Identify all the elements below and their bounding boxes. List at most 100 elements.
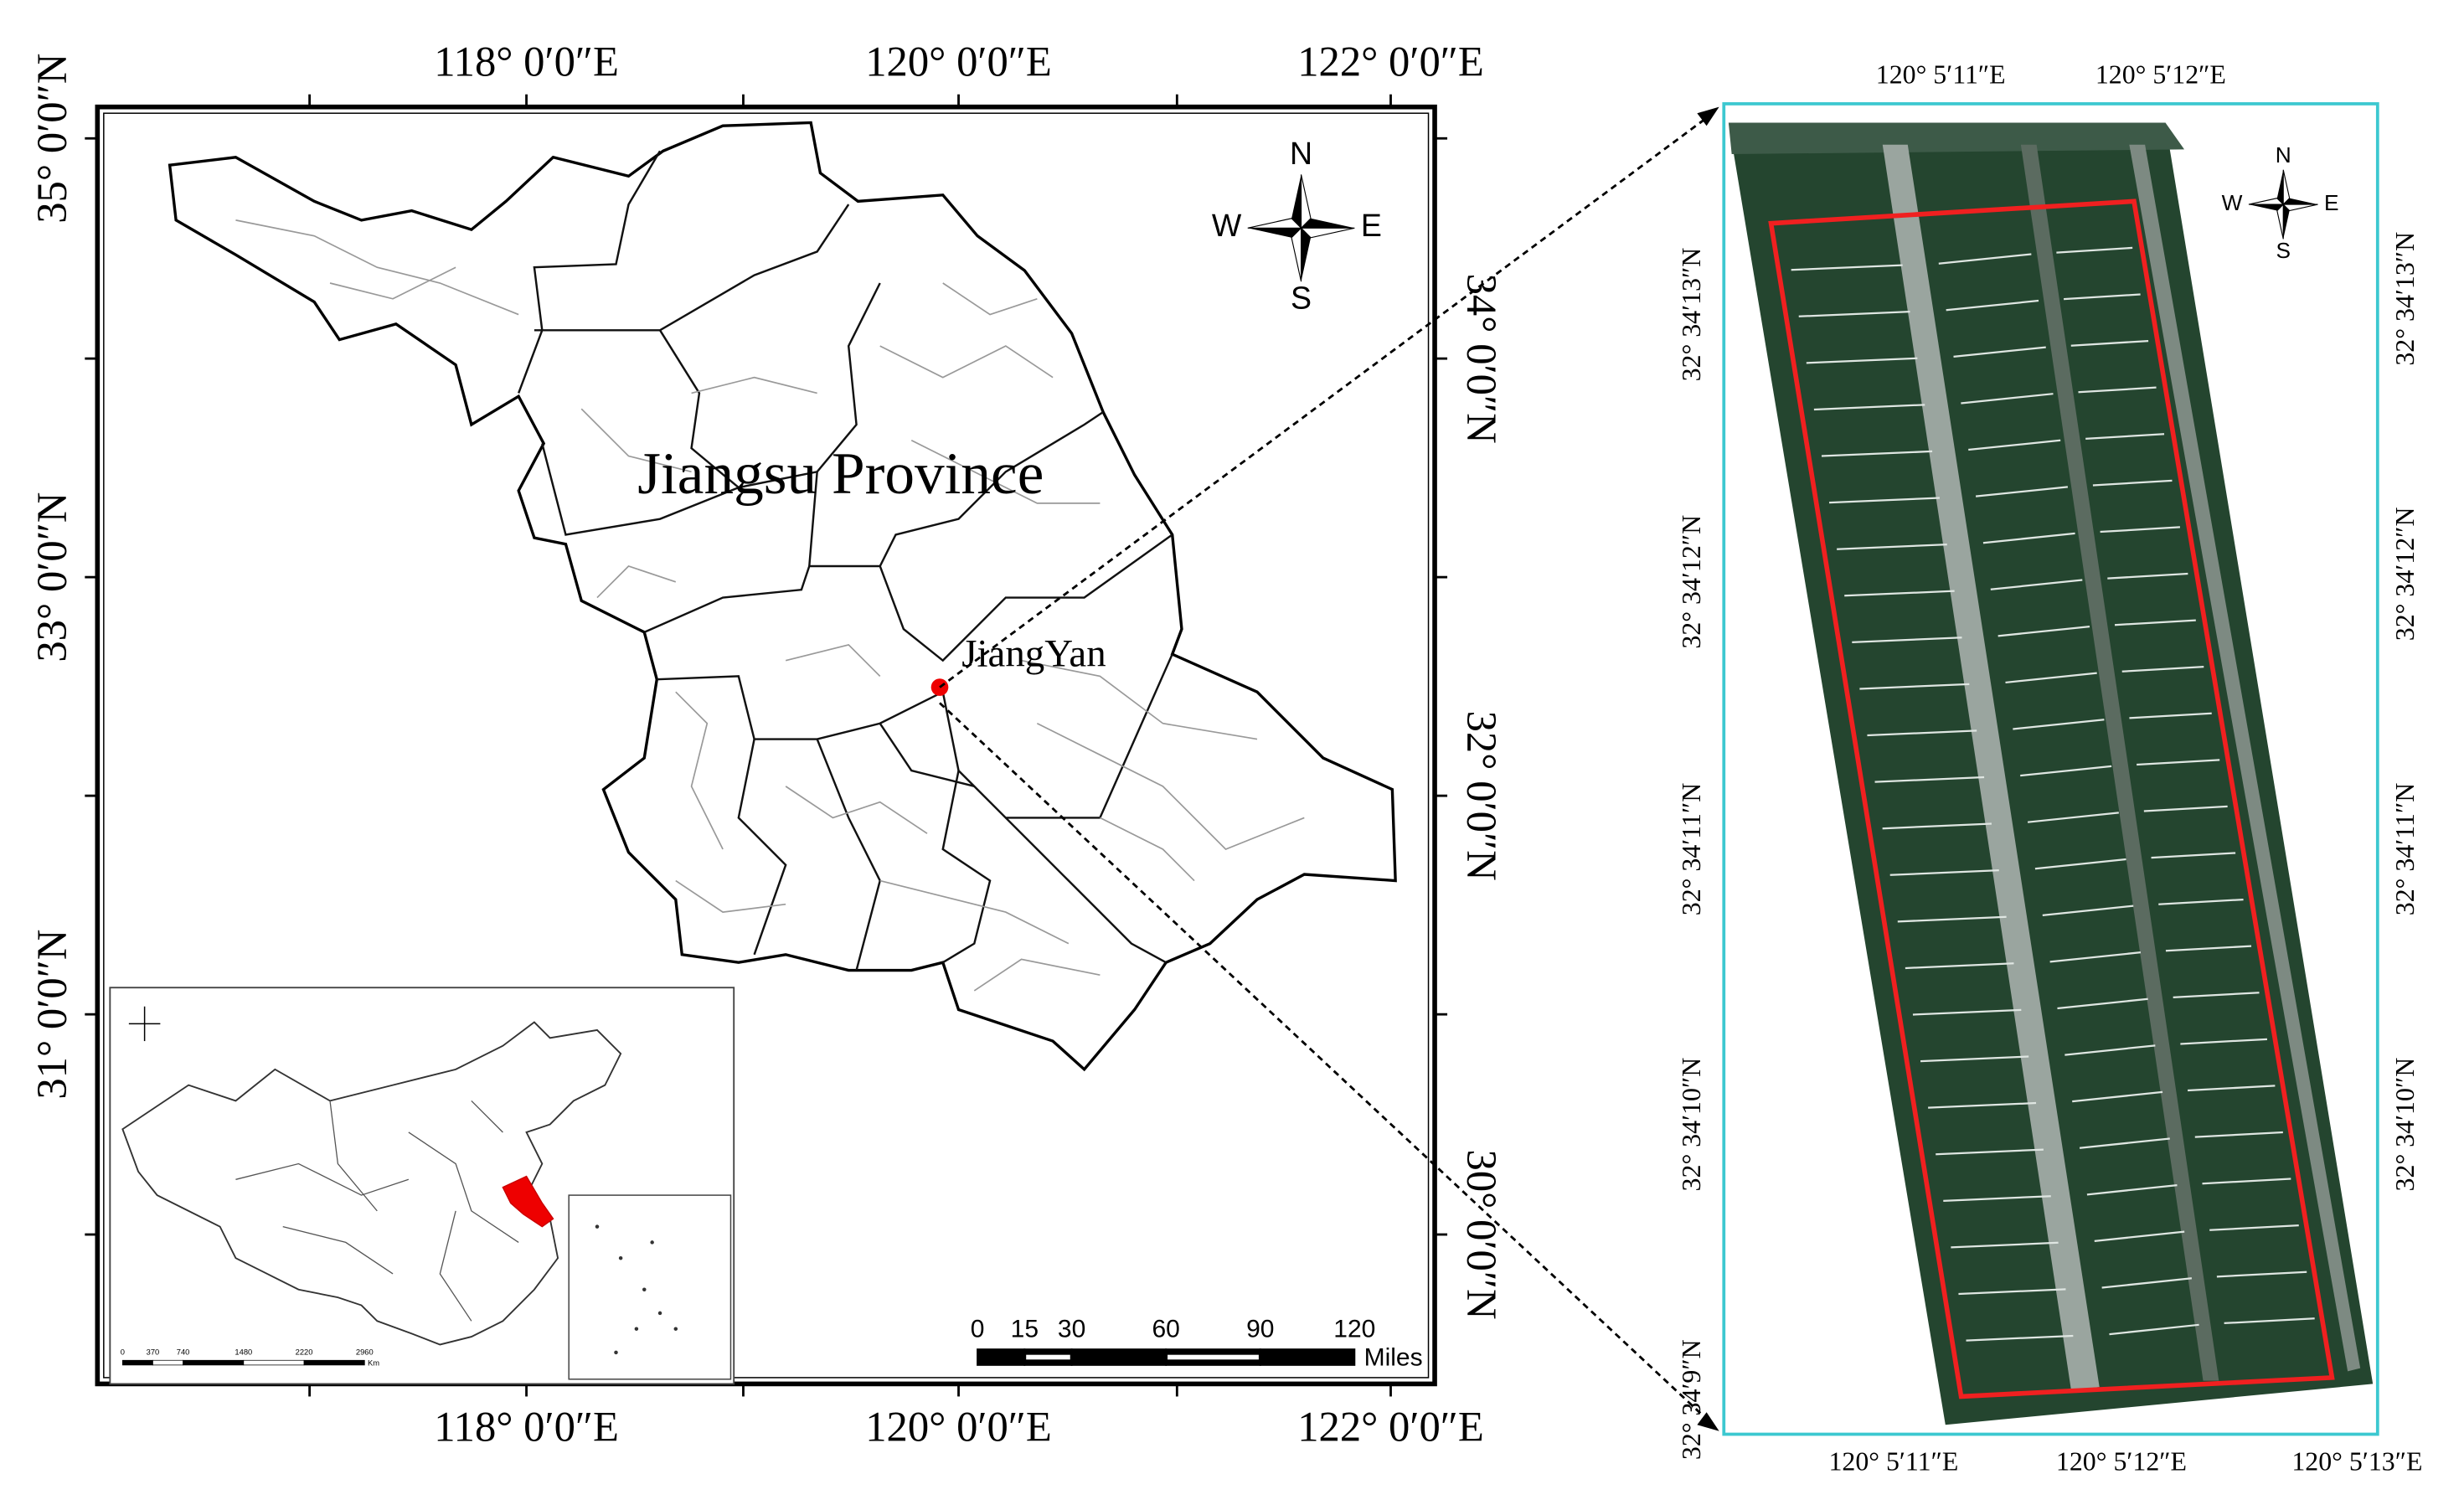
inset-highlight — [502, 1175, 554, 1228]
plot-divider — [2013, 719, 2105, 730]
city-boundary — [643, 565, 811, 633]
plot-divider — [2101, 1277, 2192, 1289]
inset-island — [618, 1255, 623, 1260]
plot-divider — [2158, 898, 2244, 905]
compass-n: N — [1290, 136, 1312, 171]
plot-divider — [2094, 1230, 2185, 1243]
longitude-label: 122° 0′0″E — [1297, 1403, 1484, 1450]
plot-divider — [1968, 439, 2061, 451]
inset-scale-label: 740 — [177, 1348, 190, 1356]
plot-divider — [1889, 869, 1999, 876]
city-boundary — [659, 282, 881, 489]
city-boundary — [518, 150, 662, 394]
field-image — [1728, 122, 2374, 1425]
latitude-label: 32° 34′13″N — [2390, 232, 2420, 366]
plot-divider — [1905, 962, 2014, 970]
plot-divider — [2005, 672, 2097, 684]
plot-divider — [1912, 1008, 2022, 1016]
arrow-head — [1697, 1412, 1719, 1431]
plot-divider — [2100, 526, 2180, 533]
latitude-label: 32° 0′0″N — [1458, 711, 1505, 881]
site-label: JiangYan — [961, 632, 1106, 676]
plot-divider — [2137, 759, 2220, 766]
county-boundary — [1021, 659, 1258, 740]
inset-scale-label: 1480 — [235, 1348, 252, 1356]
scale-segment-inner — [1026, 1354, 1070, 1360]
scale-label: 90 — [1246, 1316, 1274, 1343]
city-boundary — [657, 675, 944, 740]
inset-scale-segment — [303, 1359, 365, 1366]
inset-island — [614, 1350, 618, 1355]
plot-divider — [2114, 619, 2196, 626]
plot-divider — [1798, 311, 1910, 317]
plot-divider — [2109, 1323, 2199, 1336]
plot-divider — [1920, 1055, 2029, 1063]
plot-divider — [2042, 905, 2134, 916]
inset-subframe — [568, 1194, 732, 1380]
latitude-label: 32° 34′12″N — [1677, 515, 1706, 649]
inset-scale-segment — [152, 1359, 183, 1366]
longitude-label: 120° 5′11″E — [1828, 1446, 1958, 1476]
county-boundary — [329, 266, 456, 300]
inset-boundary — [408, 1131, 519, 1243]
city-boundary — [879, 533, 1173, 662]
plot-divider — [2180, 1038, 2268, 1045]
plot-divider — [2049, 951, 2142, 963]
plot-divider — [2173, 992, 2260, 998]
plot-divider — [2194, 1131, 2283, 1138]
inset-scale-label: 2960 — [356, 1348, 374, 1356]
site-marker — [930, 678, 949, 696]
plot-divider — [1966, 1334, 2074, 1342]
inset-island — [595, 1224, 600, 1229]
latitude-label: 32° 34′11″N — [1677, 783, 1706, 916]
plot-divider — [1961, 393, 2054, 405]
latitude-label: 30° 0′0″N — [1458, 1149, 1505, 1319]
plot-divider — [1943, 1195, 2051, 1202]
scale-label: 30 — [1058, 1316, 1085, 1343]
compass-s: S — [1291, 281, 1312, 316]
plot-divider — [1997, 625, 2090, 637]
county-boundary — [973, 958, 1101, 992]
plot-divider — [1951, 1241, 2059, 1249]
county-boundary — [1100, 817, 1195, 882]
inset-scale-unit: Km — [368, 1358, 379, 1367]
scale-label: 120 — [1333, 1316, 1375, 1343]
plot-divider — [1936, 1148, 2044, 1156]
plot-divider — [2216, 1270, 2307, 1278]
county-boundary — [879, 345, 1054, 379]
plot-divider — [2092, 479, 2173, 487]
plot-divider — [1938, 253, 2032, 265]
plot-divider — [1852, 637, 1962, 643]
county-boundary — [1036, 723, 1305, 850]
plot-divider — [2151, 852, 2236, 859]
county-boundary — [596, 565, 677, 599]
inset-boundary — [282, 1226, 394, 1275]
scale-segment-inner — [1168, 1354, 1259, 1360]
city-boundary — [1004, 817, 1167, 964]
plot-divider — [2143, 805, 2228, 812]
plot-divider — [2072, 1090, 2163, 1103]
longitude-label: 118° 0′0″E — [434, 38, 619, 85]
inset-island — [673, 1327, 678, 1331]
longitude-label: 120° 0′0″E — [865, 1403, 1052, 1450]
map-frame-inner — [103, 112, 1430, 1379]
compass-s: S — [2276, 238, 2291, 263]
inset-island — [657, 1311, 662, 1316]
plot-divider — [2085, 433, 2165, 441]
scale-label: 0 — [971, 1316, 985, 1343]
plot-divider — [2056, 246, 2133, 254]
plot-divider — [2057, 997, 2148, 1010]
map-frame — [95, 104, 1437, 1387]
scale-label: 15 — [1011, 1316, 1039, 1343]
latitude-label: 34° 0′0″N — [1458, 274, 1505, 444]
field-edge — [1728, 122, 2185, 155]
plot-divider — [1806, 357, 1918, 364]
county-boundary — [691, 376, 817, 394]
county-boundary — [675, 691, 724, 850]
plot-divider — [2027, 812, 2119, 823]
arrow-head — [1697, 106, 1719, 126]
plot-divider — [2224, 1317, 2315, 1325]
plot-divider — [1982, 532, 2075, 544]
